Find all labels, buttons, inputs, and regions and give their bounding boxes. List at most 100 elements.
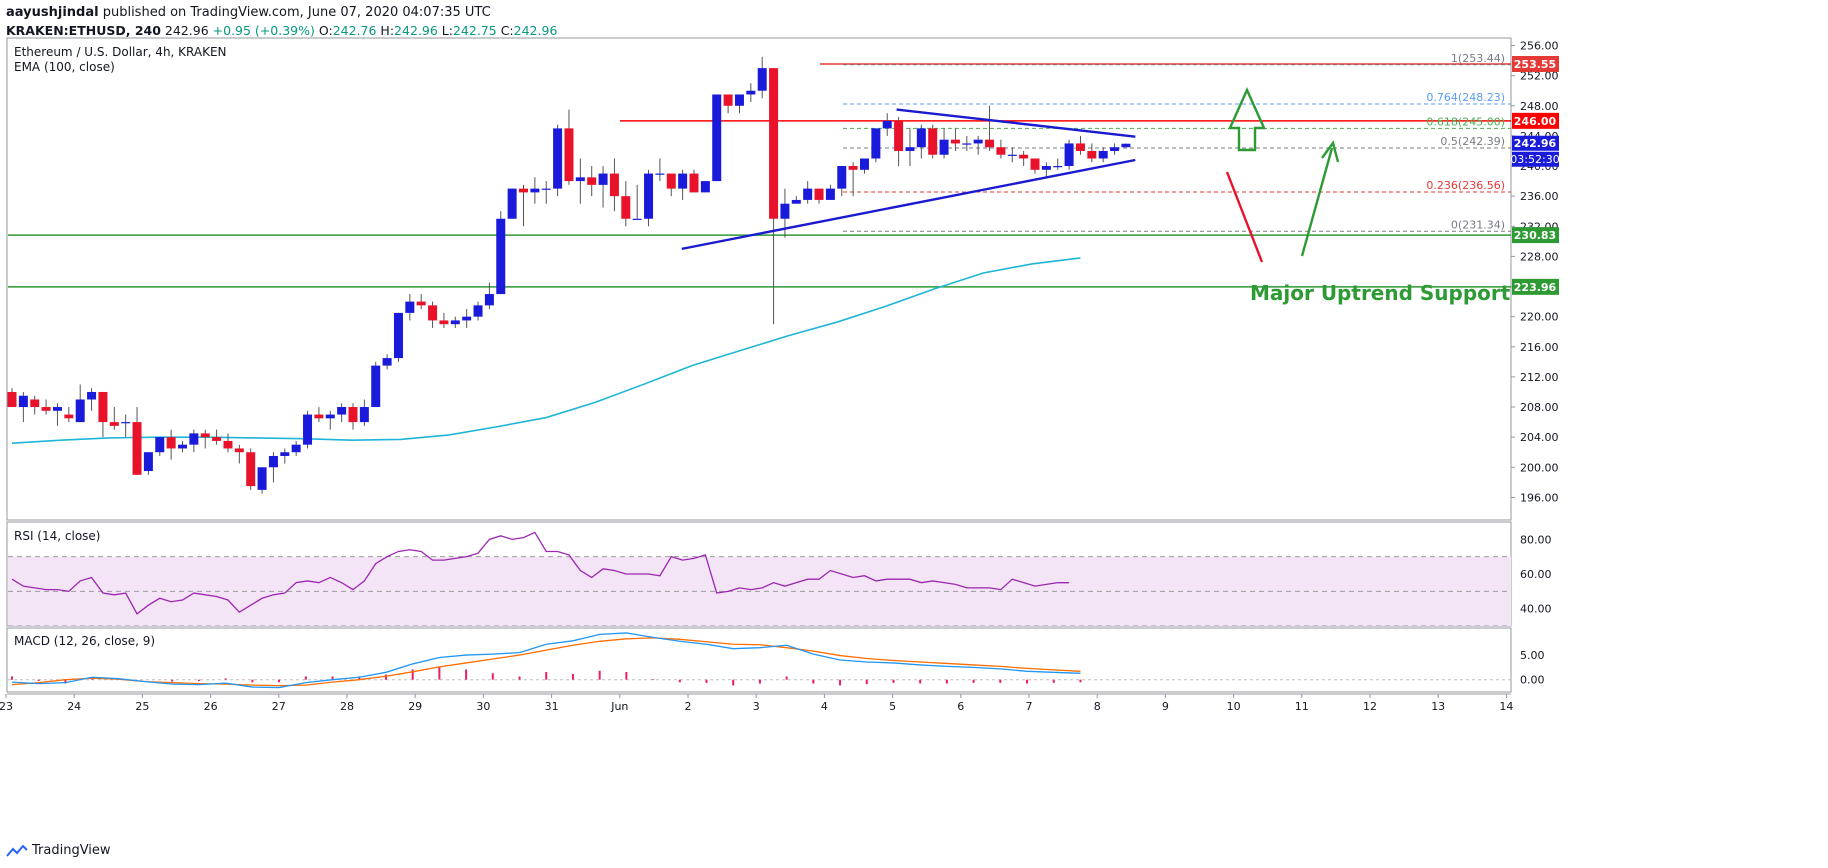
candle-body	[587, 177, 597, 185]
candle-body	[450, 320, 460, 325]
bullish-arrow	[1300, 147, 1334, 257]
candle-body	[473, 305, 483, 317]
candle-body	[712, 94, 722, 182]
fib-level-label: 0.764(248.23)	[1426, 91, 1505, 104]
candle-body	[41, 407, 51, 411]
time-axis-label: 24	[67, 700, 81, 713]
candle-body	[1075, 143, 1085, 151]
candle-body	[18, 395, 28, 408]
candle-body	[382, 358, 392, 366]
price-axis-label: 212.00	[1520, 371, 1559, 384]
candle-body	[723, 94, 733, 106]
candle-body	[439, 320, 449, 325]
candle-body	[1007, 154, 1017, 156]
price-axis-label: 228.00	[1520, 250, 1559, 263]
candle-body	[257, 467, 267, 490]
candle-body	[428, 305, 438, 321]
candle-body	[1087, 150, 1097, 159]
symbol-info: KRAKEN:ETHUSD, 240 242.96 +0.95 (+0.39%)…	[6, 23, 557, 38]
candle-body	[564, 128, 574, 182]
candle-body	[780, 203, 790, 219]
macd-signal-line	[11, 637, 1081, 687]
time-axis-label: 13	[1431, 700, 1445, 713]
upper-trendline	[896, 108, 1136, 138]
publisher-name[interactable]: aayushjindal	[6, 5, 99, 20]
candle-body	[848, 166, 858, 170]
price-axis-label: 252.00	[1520, 70, 1559, 83]
time-axis-label: 27	[272, 700, 286, 713]
level-price-text: 230.83	[1514, 229, 1556, 242]
candle-body	[894, 120, 904, 151]
candle-body	[860, 158, 869, 170]
time-axis-label: 31	[545, 700, 559, 713]
candle-body	[644, 173, 654, 219]
candle-body	[871, 128, 881, 159]
candle-body	[416, 301, 426, 306]
symbol-name: KRAKEN:ETHUSD, 240	[6, 23, 161, 38]
candle-body	[405, 301, 415, 313]
candle-body	[905, 147, 915, 151]
candle-body	[280, 452, 290, 456]
candle-body	[553, 128, 563, 189]
time-axis-label: 11	[1295, 700, 1309, 713]
time-axis-label: 25	[135, 700, 149, 713]
candle-body	[575, 177, 585, 182]
candle-body	[916, 128, 926, 148]
candle-body	[734, 94, 744, 106]
candle-body	[837, 166, 847, 189]
candle-body	[700, 181, 710, 193]
candle-body	[814, 188, 824, 200]
candle-body	[530, 188, 540, 193]
chart-title: Ethereum / U.S. Dollar, 4h, KRAKEN	[14, 45, 227, 59]
candle-body	[109, 422, 119, 426]
candle-body	[882, 120, 892, 129]
price-axis-label: 248.00	[1520, 100, 1559, 113]
close-label: C:	[500, 23, 514, 38]
lower-trendline	[681, 158, 1136, 251]
tradingview-logo[interactable]: TradingView	[6, 843, 111, 858]
high-value: 242.96	[394, 23, 438, 38]
candle-body	[166, 437, 176, 449]
macd-pane-frame	[6, 627, 1512, 693]
level-price-tag	[1512, 227, 1559, 244]
open-label: O:	[318, 23, 333, 38]
candle-body	[200, 433, 210, 438]
time-axis-label: 6	[957, 700, 964, 713]
open-value: 242.76	[332, 23, 377, 38]
low-value: 242.75	[452, 23, 497, 38]
time-axis-label: 2	[685, 700, 692, 713]
level-price-tag	[1512, 112, 1559, 129]
time-axis-label: 23	[0, 700, 13, 713]
price-axis-label: 200.00	[1520, 461, 1559, 474]
price-axis-label: 204.00	[1520, 431, 1559, 444]
candle-body	[64, 414, 74, 419]
macd-axis-label: 0.00	[1520, 674, 1545, 687]
fib-level-label: 0(231.34)	[1451, 218, 1505, 231]
candle-body	[348, 407, 358, 423]
time-axis-label: 28	[340, 700, 354, 713]
candle-body	[655, 173, 665, 175]
candle-body	[484, 294, 494, 306]
time-axis-label: 30	[476, 700, 490, 713]
main-pane-frame	[6, 37, 1512, 521]
candle-body	[337, 407, 347, 415]
candle-body	[950, 139, 960, 144]
fib-level-label: 0.236(236.56)	[1426, 179, 1505, 192]
rsi-axis-label: 40.00	[1520, 603, 1552, 616]
candle-body	[52, 407, 62, 411]
candle-body	[121, 422, 131, 424]
candle-body	[1019, 154, 1029, 159]
price-change: +0.95 (+0.39%)	[212, 23, 315, 38]
candle-body	[303, 414, 313, 445]
candle-body	[519, 188, 528, 193]
bullish-arrow-head	[1321, 140, 1340, 163]
countdown-tag	[1512, 151, 1559, 167]
time-axis-label: 7	[1026, 700, 1033, 713]
time-axis-label: 8	[1094, 700, 1101, 713]
time-axis-label: 4	[821, 700, 828, 713]
candle-body	[1064, 143, 1074, 167]
candle-body	[632, 218, 642, 220]
level-price-text: 223.96	[1514, 281, 1557, 294]
candle-body	[246, 452, 256, 487]
